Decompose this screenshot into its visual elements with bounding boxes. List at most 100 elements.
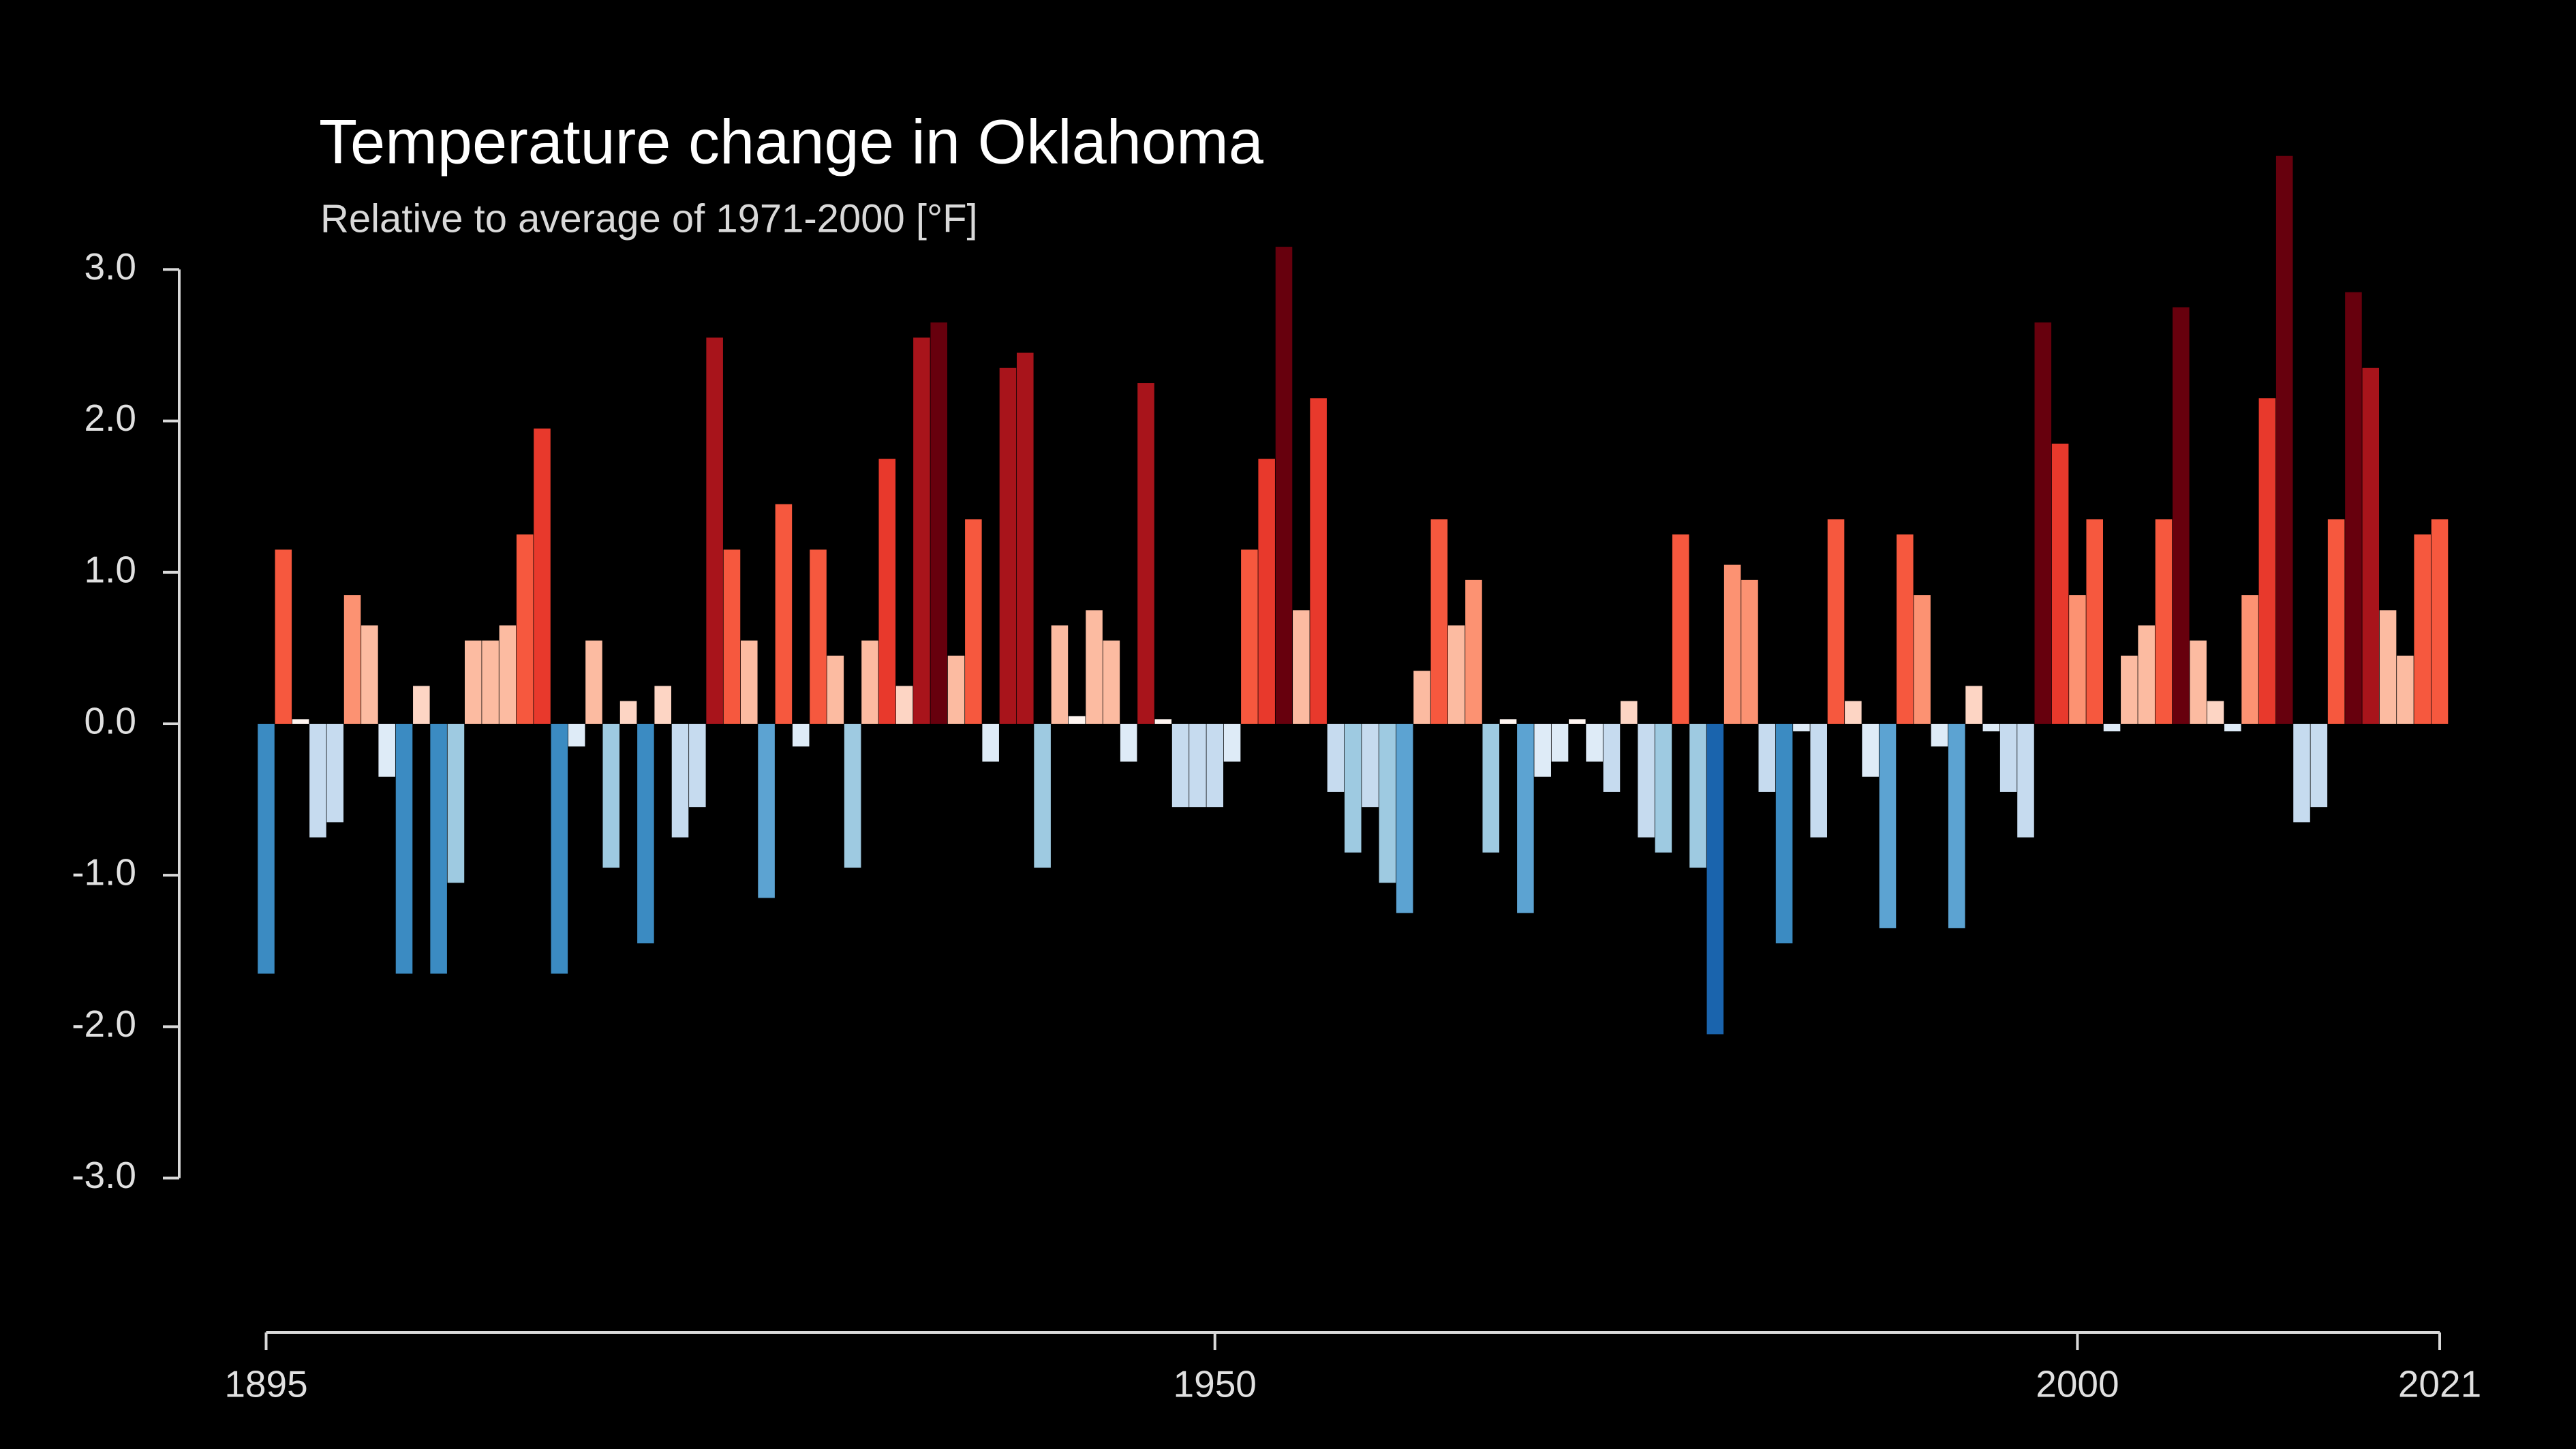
bar: [1293, 610, 1310, 724]
axes: 3.0 2.0 1.0 0.0 -1.0 -2.0 -3.0 1895 1950 2000 2021: [72, 245, 2481, 1405]
bar: [1551, 723, 1569, 762]
bar: [619, 701, 637, 724]
bar: [2293, 723, 2310, 823]
bar: [1931, 723, 1948, 747]
bar: [309, 723, 326, 838]
bar: [1344, 723, 1362, 853]
bar: [947, 655, 965, 724]
bar: [1275, 247, 1293, 724]
bar: [982, 723, 999, 762]
bar: [1965, 686, 1982, 724]
bar: [343, 595, 361, 724]
x-tick-label: 2021: [2398, 1363, 2481, 1405]
bar: [1999, 723, 2017, 792]
x-tick-label: 1950: [1174, 1363, 1257, 1405]
y-tick-label: -1.0: [72, 851, 136, 894]
bar: [1223, 723, 1241, 762]
bar: [1189, 723, 1206, 808]
bar: [2121, 655, 2138, 724]
bar: [1362, 723, 1379, 808]
bar: [1310, 398, 1327, 724]
bar: [2414, 534, 2431, 724]
bar: [1810, 723, 1827, 838]
bar: [430, 723, 447, 974]
bar: [2224, 723, 2241, 732]
bar: [2397, 655, 2414, 724]
bar: [810, 549, 827, 724]
bar: [1862, 723, 1879, 777]
bar: [1741, 579, 1758, 724]
bar: [1499, 719, 1517, 724]
bar: [1206, 723, 1224, 808]
x-tick-label: 1895: [224, 1363, 307, 1405]
bar: [1241, 549, 1258, 724]
bar: [827, 655, 844, 724]
bar: [1413, 671, 1430, 724]
bar: [413, 686, 430, 724]
bar: [1982, 723, 2000, 732]
bar: [895, 686, 913, 724]
bar: [637, 723, 654, 944]
bar: [568, 723, 585, 747]
bar: [965, 519, 982, 724]
bar: [1171, 723, 1189, 808]
bar: [1465, 579, 1482, 724]
bar: [1793, 723, 1810, 732]
bar: [1430, 519, 1448, 724]
bar: [1655, 723, 1672, 853]
bar: [395, 723, 413, 974]
bar: [361, 625, 378, 724]
bar: [2069, 595, 2086, 724]
bar: [1638, 723, 1655, 838]
y-tick-label: 3.0: [85, 245, 136, 288]
bar: [482, 640, 499, 724]
bar: [878, 459, 896, 724]
bar: [516, 534, 534, 724]
bar: [1258, 459, 1275, 724]
bar: [1914, 595, 1931, 724]
bar: [1723, 564, 1741, 724]
bar: [1569, 719, 1586, 724]
bar: [758, 723, 775, 898]
bar: [275, 549, 292, 724]
bar: [844, 723, 861, 868]
bar: [1758, 723, 1776, 792]
bar: [2051, 443, 2069, 724]
bar: [326, 723, 344, 823]
bar: [534, 428, 551, 724]
bar: [292, 719, 309, 724]
bar: [1379, 723, 1396, 883]
chart-subtitle: Relative to average of 1971-2000 [°F]: [320, 196, 978, 241]
bar: [1034, 723, 1051, 868]
chart-title: Temperature change in Oklahoma: [319, 107, 1264, 177]
y-tick-label: 1.0: [85, 548, 136, 590]
bar: [1103, 640, 1120, 724]
bar: [1137, 383, 1154, 724]
bar: [2310, 723, 2328, 808]
bar: [689, 723, 706, 808]
bar: [2241, 595, 2258, 724]
y-tick-label: 2.0: [85, 397, 136, 439]
bar: [1086, 610, 1103, 724]
bar: [2431, 519, 2449, 724]
bar: [464, 640, 482, 724]
bar: [1154, 719, 1172, 724]
bar: [2017, 723, 2034, 838]
bar: [551, 723, 568, 974]
bar: [1396, 723, 1413, 913]
x-tick-label: 2000: [2036, 1363, 2119, 1405]
bar: [1948, 723, 1965, 928]
bar: [378, 723, 395, 777]
y-tick-label: -3.0: [72, 1154, 136, 1196]
bar: [2138, 625, 2155, 724]
bar: [1827, 519, 1845, 724]
bar: [1689, 723, 1706, 868]
bar: [2362, 367, 2380, 724]
bar: [741, 640, 758, 724]
y-tick-label: 0.0: [85, 699, 136, 742]
bar: [499, 625, 517, 724]
bar: [706, 337, 723, 724]
bar: [861, 640, 878, 724]
bar: [1447, 625, 1465, 724]
